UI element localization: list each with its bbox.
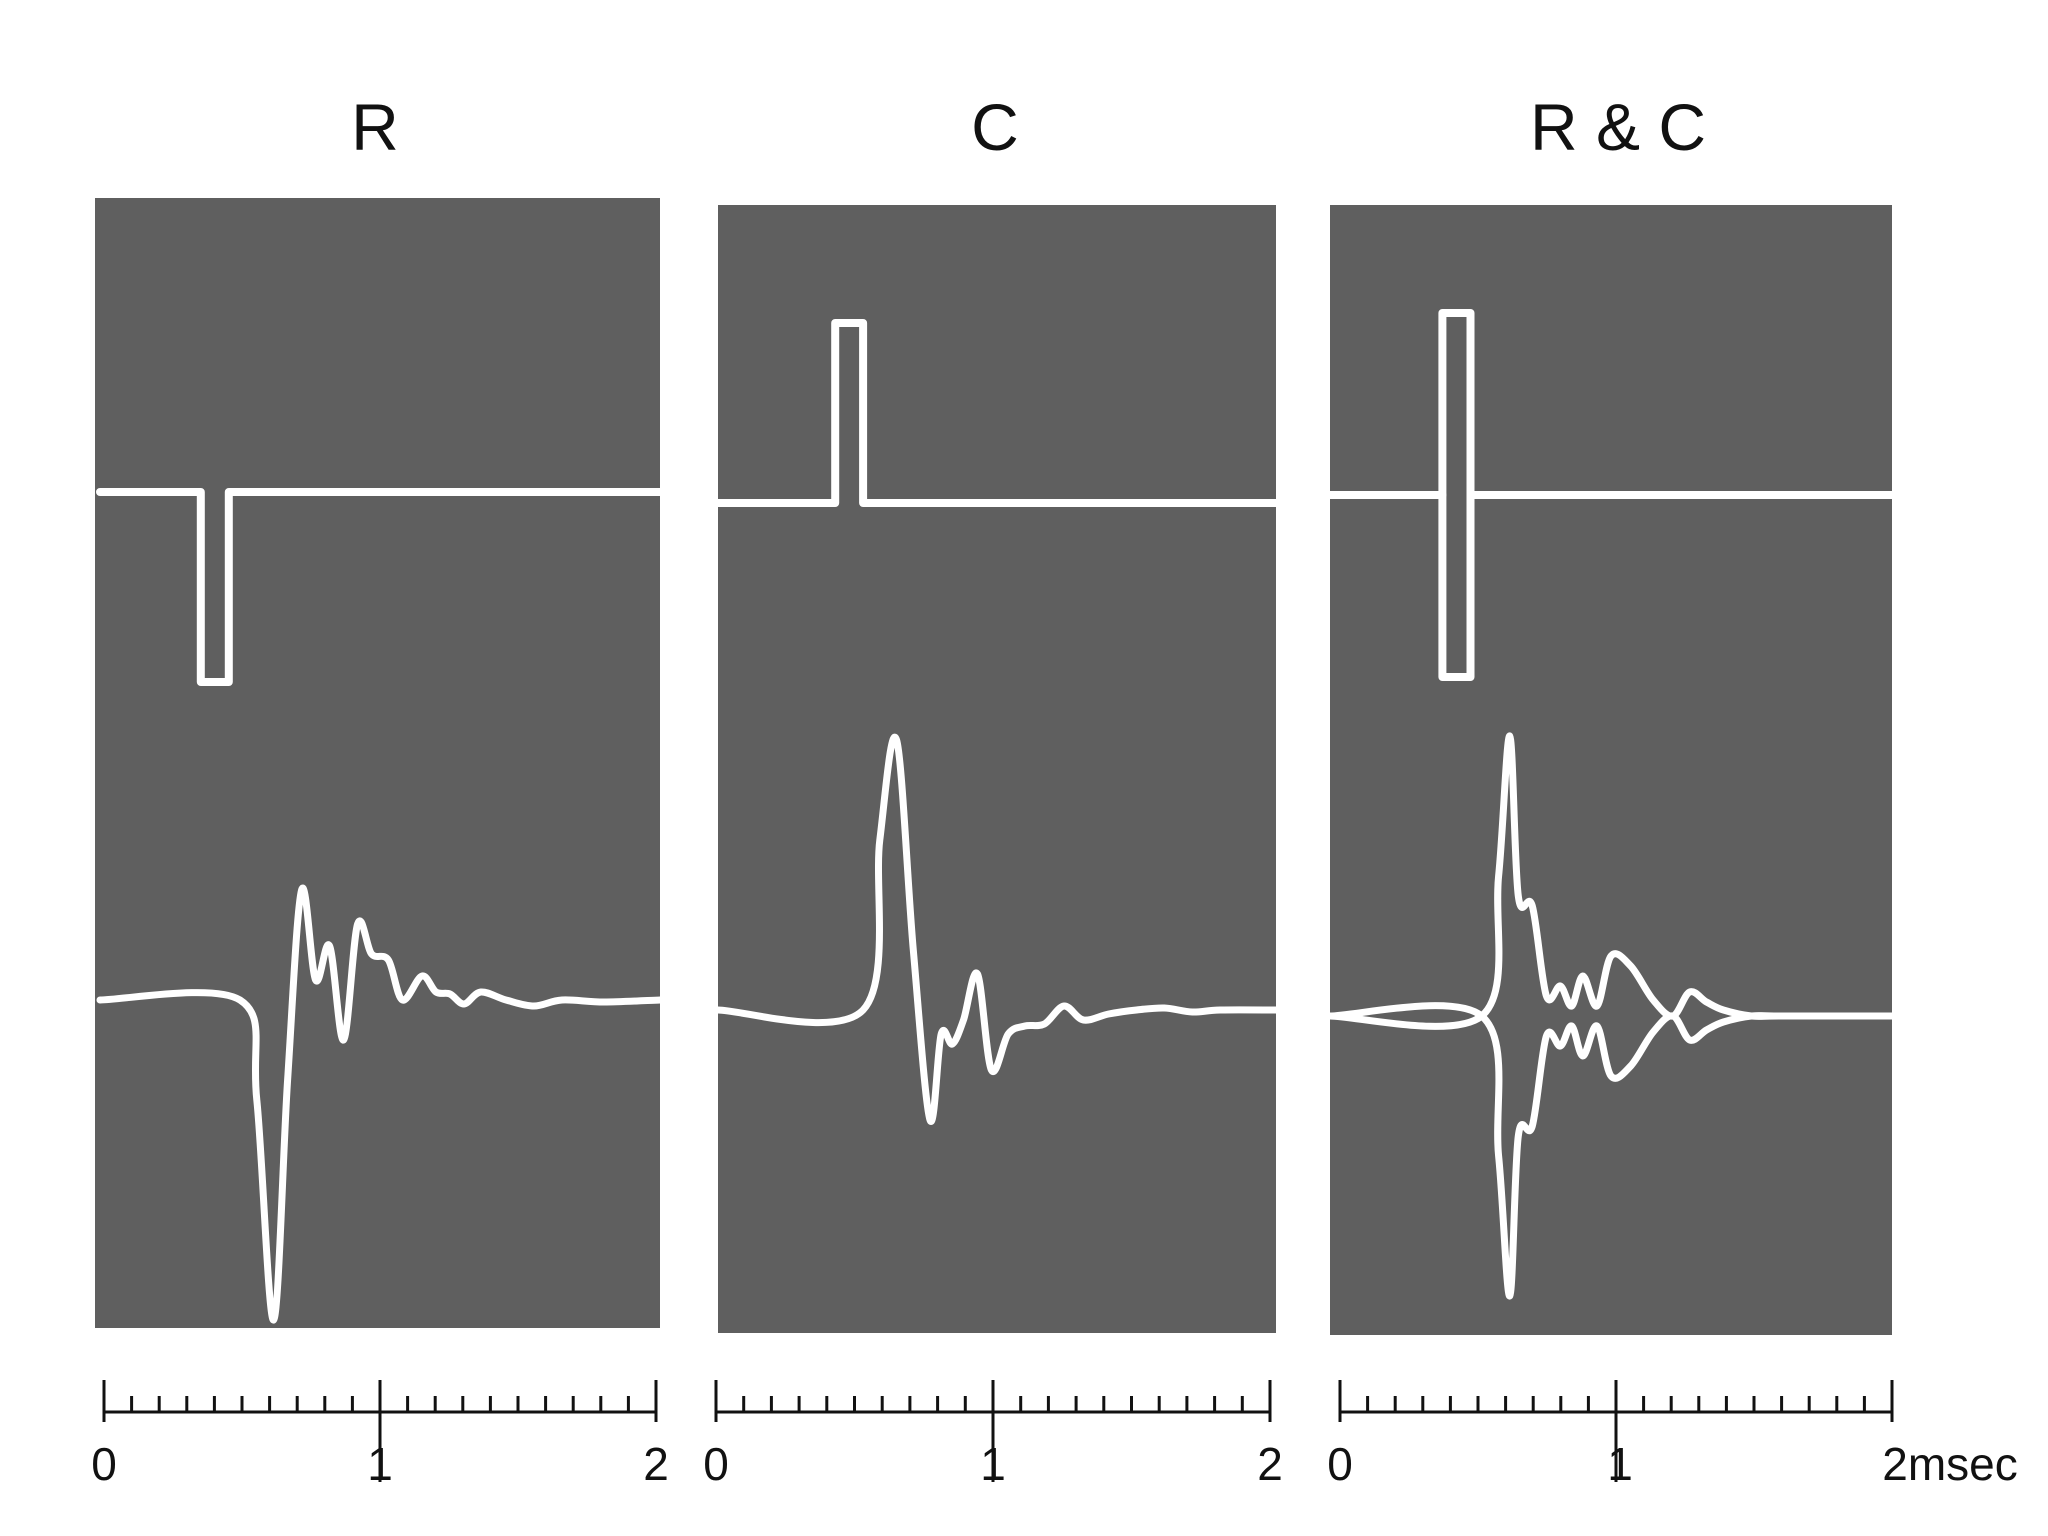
- response-trace-rc-2: [1326, 732, 1896, 1030]
- time-scale-r: [102, 1380, 658, 1482]
- tick-label-r-2: 2: [643, 1438, 669, 1490]
- tick-label-rc-0: 0: [1327, 1438, 1353, 1490]
- panel-title-c: C: [971, 90, 1019, 164]
- tick-label-c-2: 2: [1257, 1438, 1283, 1490]
- tick-label-rc-2: 2msec: [1882, 1438, 2017, 1490]
- response-trace-c-1: [714, 733, 1280, 1125]
- panel-title-r: R: [351, 90, 399, 164]
- tick-label-rc-1: 1: [1607, 1438, 1633, 1490]
- tick-label-c-1: 1: [980, 1438, 1006, 1490]
- tick-label-r-0: 0: [91, 1438, 117, 1490]
- tick-label-r-1: 1: [367, 1438, 393, 1490]
- stimulus-trace-r-0: [96, 488, 664, 686]
- traces-c: [714, 319, 1280, 1125]
- traces-r: [96, 488, 664, 1324]
- time-scale-rc: [1338, 1380, 1894, 1482]
- scope-screen-c: [718, 205, 1276, 1333]
- response-trace-r-1: [96, 884, 664, 1324]
- panel-r: R 0 1 2: [91, 90, 669, 1490]
- response-trace-rc-3: [1326, 1002, 1896, 1300]
- tick-label-c-0: 0: [703, 1438, 729, 1490]
- scope-screen-r: [95, 198, 660, 1328]
- traces-rc: [1326, 309, 1896, 1300]
- stimulus-trace-rc-1: [1326, 491, 1896, 681]
- scope-screen-rc: [1330, 205, 1892, 1335]
- panel-c: C 0 1 2: [703, 90, 1283, 1490]
- stimulus-trace-c-0: [714, 319, 1280, 507]
- panel-title-rc: R & C: [1530, 90, 1706, 164]
- time-scale-c: [714, 1380, 1272, 1482]
- panel-rc: R & C 0 1 2msec: [1326, 90, 2018, 1490]
